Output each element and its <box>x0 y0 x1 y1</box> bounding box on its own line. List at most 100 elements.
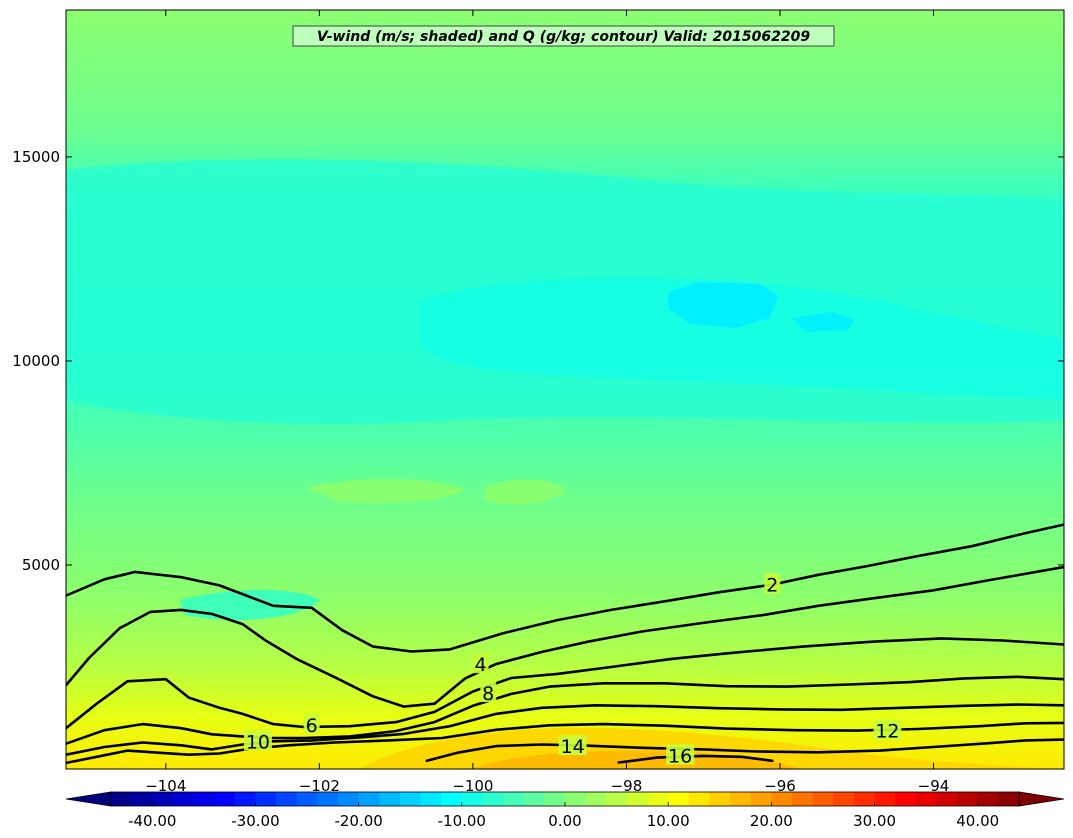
colorbar-segment <box>152 792 174 806</box>
colorbar-segment <box>936 792 958 806</box>
colorbar-tick-label: -10.00 <box>438 812 486 830</box>
contour-label-bg <box>472 653 489 674</box>
colorbar-segment <box>131 792 153 806</box>
colorbar-extend-max <box>1018 791 1065 807</box>
shaded-region-light-green-mid2 <box>485 479 565 505</box>
contour-label: 4 <box>475 654 487 676</box>
colorbar-tick-label: 30.00 <box>853 812 896 830</box>
colorbar-segment <box>193 792 215 806</box>
colorbar-segment <box>565 792 587 806</box>
colorbar-segment <box>709 792 731 806</box>
colorbar-segment <box>399 792 422 806</box>
chart-title: V-wind (m/s; shaded) and Q (g/kg; contou… <box>317 29 810 45</box>
colorbar-segment <box>957 792 979 806</box>
colorbar-segment <box>874 792 896 806</box>
plot-area: 2 4 6 8 10 12 14 16 <box>66 10 1064 769</box>
colorbar-segment <box>771 792 793 806</box>
q-contour-2 <box>66 523 1064 653</box>
colorbar-tick-label: -20.00 <box>334 812 382 830</box>
colorbar-segment <box>276 792 298 806</box>
colorbar-segment <box>730 792 752 806</box>
x-axis: −104 −102 −100 −98 −96 −94 <box>145 10 949 795</box>
colorbar-segment <box>647 792 669 806</box>
contour-label: 6 <box>306 715 318 737</box>
colorbar-segment <box>358 792 380 806</box>
shaded-region-cyan-core <box>420 277 1064 400</box>
x-tick-label: −100 <box>452 777 493 795</box>
contour-label: 12 <box>875 721 899 743</box>
colorbar-segment <box>234 792 257 806</box>
q-contour-8 <box>66 675 1064 745</box>
shaded-region-cyan-min <box>668 282 778 328</box>
colorbar-segment <box>626 792 649 806</box>
y-tick-label: 10000 <box>12 352 60 370</box>
contour-label-bg <box>480 682 497 703</box>
q-contour-6 <box>66 637 1064 730</box>
colorbar-tick-label: -30.00 <box>231 812 279 830</box>
contour-label: 10 <box>246 731 270 753</box>
colorbar-segment <box>668 792 690 806</box>
q-contour-4 <box>66 565 1064 708</box>
colorbar-segment <box>420 792 442 806</box>
x-tick-label: −104 <box>145 777 186 795</box>
colorbar-segment <box>482 792 504 806</box>
colorbar-segment <box>111 792 133 806</box>
y-tick-label: 5000 <box>22 556 60 574</box>
colorbar-segment <box>688 792 711 806</box>
colorbar-segment <box>338 792 360 806</box>
plot-frame <box>65 9 1065 770</box>
colorbar-segment <box>812 792 834 806</box>
colorbar-segment <box>750 792 772 806</box>
colorbar-tick-label: 40.00 <box>956 812 999 830</box>
q-contour-labels: 2 4 6 8 10 12 14 16 <box>243 573 902 768</box>
colorbar <box>65 791 1065 807</box>
shaded-region-cyan-small <box>792 312 855 332</box>
colorbar-segment <box>792 792 814 806</box>
colorbar-segment <box>379 792 401 806</box>
colorbar-segment <box>977 792 999 806</box>
y-tick-label: 15000 <box>12 148 60 166</box>
colorbar-segment <box>503 792 525 806</box>
x-tick-label: −102 <box>299 777 340 795</box>
colorbar-segment <box>915 792 938 806</box>
colorbar-tick-labels: -40.00 -30.00 -20.00 -10.00 0.00 10.00 20.00 30… <box>128 802 999 830</box>
contour-label: 16 <box>668 746 692 768</box>
colorbar-segment <box>853 792 876 806</box>
x-tick-label: −94 <box>918 777 950 795</box>
colorbar-segment <box>317 792 339 806</box>
contour-label-bg <box>303 713 320 734</box>
contour-label-bg <box>666 744 695 765</box>
chart-title-box: V-wind (m/s; shaded) and Q (g/kg; contou… <box>292 25 835 47</box>
colorbar-segment <box>214 792 236 806</box>
colorbar-segment <box>833 792 855 806</box>
colorbar-segment <box>255 792 277 806</box>
contour-label: 14 <box>561 736 585 758</box>
x-tick-label: −98 <box>611 777 643 795</box>
colorbar-segment <box>441 792 463 806</box>
shaded-region-cyan-low-left <box>180 589 320 620</box>
q-contour-16 <box>617 754 774 764</box>
q-contour-10 <box>66 703 1064 756</box>
q-contour-lines <box>66 523 1064 765</box>
colorbar-segment <box>895 792 917 806</box>
shaded-region-light-green-mid <box>305 479 465 503</box>
colorbar-tick-label: -40.00 <box>128 812 176 830</box>
colorbar-tick-label: 0.00 <box>548 812 581 830</box>
colorbar-segment <box>544 792 566 806</box>
colorbar-segment <box>172 792 195 806</box>
colorbar-segment <box>523 792 545 806</box>
q-contour-14 <box>425 738 1064 763</box>
colorbar-segment <box>296 792 318 806</box>
colorbar-tick-label: 20.00 <box>750 812 793 830</box>
contour-label: 2 <box>766 575 778 597</box>
colorbar-extend-min <box>65 791 112 807</box>
contour-label-bg <box>558 735 587 756</box>
x-tick-label: −96 <box>764 777 796 795</box>
contour-label-bg <box>873 719 902 740</box>
colorbar-segment <box>998 792 1020 806</box>
colorbar-segment <box>606 792 628 806</box>
colorbar-segment <box>461 792 484 806</box>
colorbar-tick-label: 10.00 <box>647 812 690 830</box>
contour-label-bg <box>764 573 781 594</box>
